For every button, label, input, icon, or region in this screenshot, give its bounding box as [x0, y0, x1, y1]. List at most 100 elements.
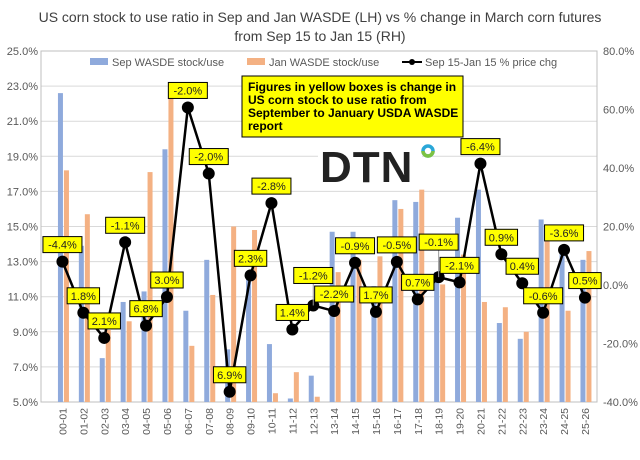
x-tick-label: 13-14 [329, 408, 341, 435]
price-change-point-19-20 [453, 276, 466, 289]
sep-bar-04-05 [141, 291, 147, 402]
x-tick-label: 05-06 [162, 408, 174, 435]
x-tick-label: 11-12 [287, 408, 299, 434]
data-label: 0.4% [510, 261, 535, 273]
legend-swatch-jan [247, 58, 265, 65]
x-tick-label: 23-24 [538, 408, 550, 435]
data-label: 0.9% [489, 232, 514, 244]
annotation-line-2: US corn stock to use ratio from [248, 93, 427, 107]
data-label-box [376, 236, 417, 254]
data-labels: -4.4% 1.8% 2.1% -1.1% 6.8% 3.0% -2.0% -2.0% 6.9%… [42, 81, 602, 384]
left-tick-label: 15.0% [7, 222, 38, 234]
data-label-box [87, 312, 121, 330]
jan-bar-20-21 [481, 301, 487, 402]
jan-bar-25-26 [586, 251, 592, 402]
right-tick-label: -20.0% [603, 339, 638, 351]
right-tick-label: -40.0% [603, 397, 638, 409]
jan-bar-16-17 [398, 208, 404, 402]
legend-label-sep: Sep WASDE stock/use [112, 57, 224, 69]
x-axis: 00-01 01-02 02-03 03-04 04-05 05-06 06-07 07-08… [57, 408, 592, 435]
jan-bar-02-03 [105, 330, 111, 402]
data-label: -0.1% [424, 237, 453, 249]
jan-bar-14-15 [356, 259, 362, 402]
jan-bar-10-11 [272, 393, 278, 402]
data-label-box [359, 286, 393, 304]
x-tick-label: 18-19 [434, 408, 446, 435]
price-change-point-00-01 [56, 255, 69, 268]
dtn-logo-text: DTN [320, 143, 413, 192]
right-axis: -40.0% -20.0% 0.0% 20.0% 40.0% 60.0% 80.0% [603, 46, 638, 409]
data-label-box [505, 257, 539, 275]
left-tick-label: 5.0% [13, 397, 38, 409]
price-change-point-09-10 [244, 269, 257, 282]
x-tick-label: 16-17 [392, 408, 404, 435]
x-tick-label: 09-10 [246, 408, 258, 435]
left-tick-label: 23.0% [7, 81, 38, 93]
jan-bar-08-09 [231, 226, 237, 402]
right-tick-label: 0.0% [603, 280, 628, 292]
data-label-box [275, 303, 310, 321]
chart-title-line-2: from Sep 15 to Jan 15 (RH) [234, 28, 405, 44]
left-tick-label: 13.0% [7, 257, 38, 269]
data-label-box [150, 271, 184, 289]
x-tick-label: 24-25 [559, 408, 571, 435]
right-tick-label: 20.0% [603, 222, 634, 234]
data-label: -2.2% [320, 289, 349, 301]
data-label: 1.4% [280, 307, 305, 319]
left-tick-label: 11.0% [8, 292, 39, 304]
price-change-point-23-24 [537, 306, 550, 319]
left-tick-label: 9.0% [13, 327, 38, 339]
sep-bar-22-23 [517, 338, 523, 402]
sep-bar-13-14 [329, 231, 335, 402]
x-tick-label: 17-18 [413, 408, 425, 435]
price-change-point-21-22 [495, 248, 508, 261]
x-tick-label: 02-03 [99, 408, 111, 435]
annotation-line-4: report [248, 119, 283, 133]
price-change-point-22-23 [516, 277, 529, 290]
x-tick-label: 04-05 [141, 408, 153, 435]
data-label-box [418, 233, 459, 251]
data-label: 2.1% [92, 316, 117, 328]
annotation-line-1: Figures in yellow boxes is change in [248, 80, 456, 94]
x-tick-label: 19-20 [455, 408, 467, 435]
data-label: 6.8% [134, 304, 159, 316]
data-label: -2.1% [445, 260, 474, 272]
data-label-box [66, 287, 101, 305]
price-change-point-17-18 [411, 293, 424, 306]
price-change-point-06-07 [181, 101, 194, 114]
sep-bar-01-02 [78, 245, 84, 402]
data-label: 2.3% [238, 253, 263, 265]
bars [57, 93, 592, 403]
price-change-point-01-02 [77, 306, 90, 319]
data-label: -0.6% [529, 291, 558, 303]
jan-bar-12-13 [314, 396, 320, 402]
data-label: -2.8% [257, 181, 286, 193]
jan-bar-13-14 [335, 272, 341, 402]
data-label-box [484, 228, 519, 246]
price-change-point-14-15 [349, 256, 362, 269]
legend-swatch-sep [90, 58, 108, 65]
x-tick-label: 10-11 [266, 408, 278, 434]
sep-bar-19-20 [455, 217, 461, 402]
x-tick-label: 06-07 [183, 408, 195, 435]
x-tick-label: 14-15 [350, 408, 362, 435]
price-change-point-10-11 [265, 197, 278, 210]
data-label: -0.9% [341, 241, 370, 253]
data-label: -4.4% [48, 240, 77, 252]
left-tick-label: 19.0% [7, 151, 38, 163]
x-tick-label: 08-09 [225, 408, 237, 435]
sep-bar-25-26 [580, 259, 586, 402]
data-label-box [188, 148, 229, 166]
data-label-box [42, 236, 83, 254]
data-label-box [335, 237, 376, 255]
x-tick-label: 25-26 [580, 408, 592, 435]
legend-marker-price [409, 59, 415, 65]
data-label-box [129, 300, 163, 318]
price-change-point-03-04 [119, 236, 132, 249]
x-tick-label: 00-01 [57, 408, 69, 435]
price-change-point-15-16 [369, 305, 382, 318]
sep-bar-12-13 [308, 375, 314, 402]
sep-bar-03-04 [120, 301, 126, 402]
price-change-point-05-06 [160, 290, 173, 303]
data-label-box [212, 366, 247, 384]
